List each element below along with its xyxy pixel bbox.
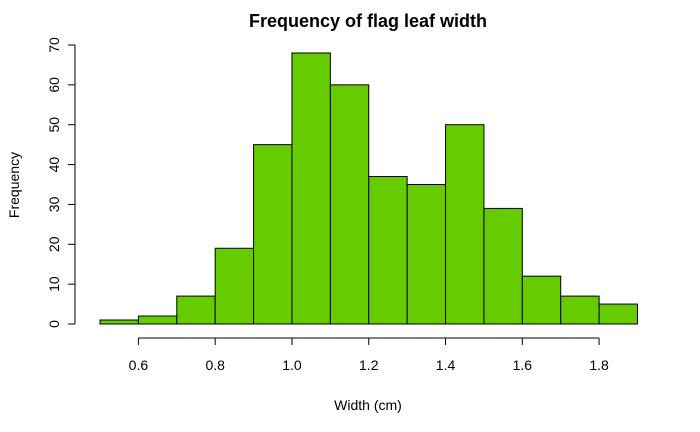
x-tick-label: 1.2	[359, 357, 379, 373]
histogram-bars	[99, 52, 638, 325]
x-tick-label: 1.0	[282, 357, 302, 373]
y-tick-label: 0	[46, 320, 62, 328]
histogram-bar	[445, 124, 485, 325]
histogram-bar	[598, 303, 638, 325]
x-tick-label: 0.6	[129, 357, 149, 373]
y-tick-label: 30	[46, 196, 62, 212]
y-axis-label: Frequency	[6, 152, 22, 218]
y-tick-label: 40	[46, 157, 62, 173]
x-axis-label: Width (cm)	[334, 397, 402, 413]
histogram-bar	[176, 295, 216, 325]
chart-title: Frequency of flag leaf width	[249, 11, 487, 31]
histogram-bar	[560, 295, 600, 325]
y-tick-label: 70	[46, 37, 62, 53]
y-tick-label: 10	[46, 276, 62, 292]
histogram-bar	[253, 144, 293, 325]
histogram-bar	[329, 84, 370, 325]
x-axis: 0.6 0.8 1.0 1.2 1.4 1.6 1.8	[129, 337, 609, 373]
y-tick-label: 20	[46, 236, 62, 252]
x-tick-label: 0.8	[205, 357, 225, 373]
histogram-bar	[99, 319, 139, 325]
histogram-bar	[368, 176, 408, 325]
histogram-bar	[214, 247, 255, 325]
x-tick-label: 1.4	[436, 357, 456, 373]
histogram-bar	[521, 275, 562, 325]
y-axis: 0 10 20 30 40 50 60 70	[46, 37, 76, 328]
x-tick-label: 1.6	[513, 357, 533, 373]
histogram-bar	[406, 184, 447, 325]
y-tick-label: 50	[46, 117, 62, 133]
histogram-bar	[137, 315, 178, 325]
y-tick-label: 60	[46, 77, 62, 93]
x-tick-label: 1.8	[589, 357, 609, 373]
histogram-bar	[483, 207, 523, 325]
histogram-bar	[291, 52, 331, 325]
